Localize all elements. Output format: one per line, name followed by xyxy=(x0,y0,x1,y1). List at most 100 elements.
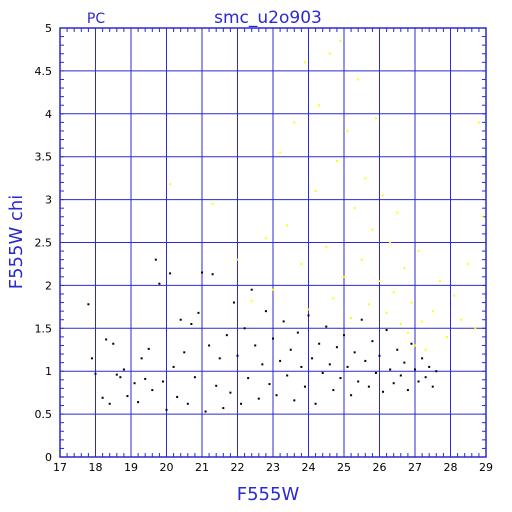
x-tick-label: 27 xyxy=(408,461,422,474)
data-point xyxy=(137,401,140,404)
data-point xyxy=(257,397,260,400)
data-point xyxy=(250,288,253,291)
data-point xyxy=(279,359,282,362)
data-point xyxy=(133,382,136,385)
data-point xyxy=(87,303,90,306)
data-point xyxy=(286,374,289,377)
data-point xyxy=(335,159,338,162)
data-point xyxy=(183,351,186,354)
data-point xyxy=(286,224,289,227)
y-tick-label: 2.5 xyxy=(35,237,53,250)
y-tick-label: 3.5 xyxy=(35,151,53,164)
data-point xyxy=(208,344,211,347)
data-point xyxy=(264,237,267,240)
data-point xyxy=(378,280,381,283)
data-point xyxy=(211,202,214,205)
data-point xyxy=(467,262,470,265)
data-point xyxy=(279,151,282,154)
x-tick-label: 17 xyxy=(53,461,67,474)
data-point xyxy=(406,331,409,334)
data-point xyxy=(154,258,157,261)
data-point xyxy=(293,399,296,402)
data-point xyxy=(371,340,374,343)
data-point xyxy=(254,344,257,347)
data-point xyxy=(371,228,374,231)
data-point xyxy=(350,394,353,397)
data-point xyxy=(240,402,243,405)
data-point xyxy=(328,52,331,55)
data-point xyxy=(161,380,164,383)
x-tick-label: 20 xyxy=(160,461,174,474)
x-tick-label: 29 xyxy=(479,461,493,474)
data-point xyxy=(392,291,395,294)
data-point xyxy=(367,303,370,306)
data-point xyxy=(389,368,392,371)
data-point xyxy=(417,250,420,253)
data-points xyxy=(87,39,484,413)
data-point xyxy=(236,354,239,357)
data-point xyxy=(481,215,484,218)
data-point xyxy=(453,294,456,297)
data-point xyxy=(151,389,154,392)
data-point xyxy=(360,258,363,261)
data-point xyxy=(300,365,303,368)
data-point xyxy=(406,389,409,392)
data-point xyxy=(382,194,385,197)
data-point xyxy=(403,361,406,364)
data-point xyxy=(318,342,321,345)
data-point xyxy=(325,325,328,328)
data-point xyxy=(101,396,104,399)
y-tick-label: 0 xyxy=(45,451,52,464)
data-point xyxy=(321,371,324,374)
data-point xyxy=(172,365,175,368)
data-point xyxy=(112,342,115,345)
data-point xyxy=(343,334,345,337)
data-point xyxy=(264,310,267,313)
data-point xyxy=(229,391,232,394)
data-point xyxy=(339,39,342,42)
data-point xyxy=(428,365,431,368)
data-point xyxy=(339,377,342,380)
data-point xyxy=(261,363,264,366)
y-tick-label: 1 xyxy=(45,365,52,378)
data-point xyxy=(140,357,143,360)
data-point xyxy=(414,368,416,371)
data-point xyxy=(108,402,111,405)
data-point xyxy=(424,348,427,351)
data-point xyxy=(396,348,399,351)
data-point xyxy=(293,121,296,124)
data-point xyxy=(272,288,274,291)
grid-lines xyxy=(59,27,487,458)
data-point xyxy=(438,280,441,283)
data-point xyxy=(215,384,218,387)
data-point xyxy=(169,272,172,275)
data-point xyxy=(218,357,221,360)
data-point xyxy=(353,207,356,210)
x-tick-label: 28 xyxy=(444,461,458,474)
x-tick-label: 18 xyxy=(89,461,103,474)
x-tick-labels: 17 18 19 20 21 22 23 24 25 26 27 28 29 xyxy=(53,461,493,474)
data-point xyxy=(417,380,420,383)
data-point xyxy=(374,117,377,120)
y-axis-label: F555W chi xyxy=(6,195,27,290)
y-tick-label: 5 xyxy=(45,22,52,35)
data-point xyxy=(350,317,353,320)
data-point xyxy=(119,376,122,379)
data-point xyxy=(318,104,321,107)
data-point xyxy=(378,354,381,357)
data-point xyxy=(364,177,367,180)
data-point xyxy=(385,329,388,332)
data-point xyxy=(169,183,172,186)
data-point xyxy=(382,390,385,393)
data-point xyxy=(300,262,303,265)
data-point xyxy=(165,408,168,411)
y-tick-label: 4.5 xyxy=(35,65,53,78)
data-point xyxy=(357,78,360,81)
data-point xyxy=(332,297,335,300)
x-tick-label: 23 xyxy=(266,461,280,474)
data-point xyxy=(275,394,278,397)
data-point xyxy=(250,299,253,302)
data-point xyxy=(307,308,310,311)
data-point xyxy=(410,301,413,304)
data-point xyxy=(328,363,331,366)
